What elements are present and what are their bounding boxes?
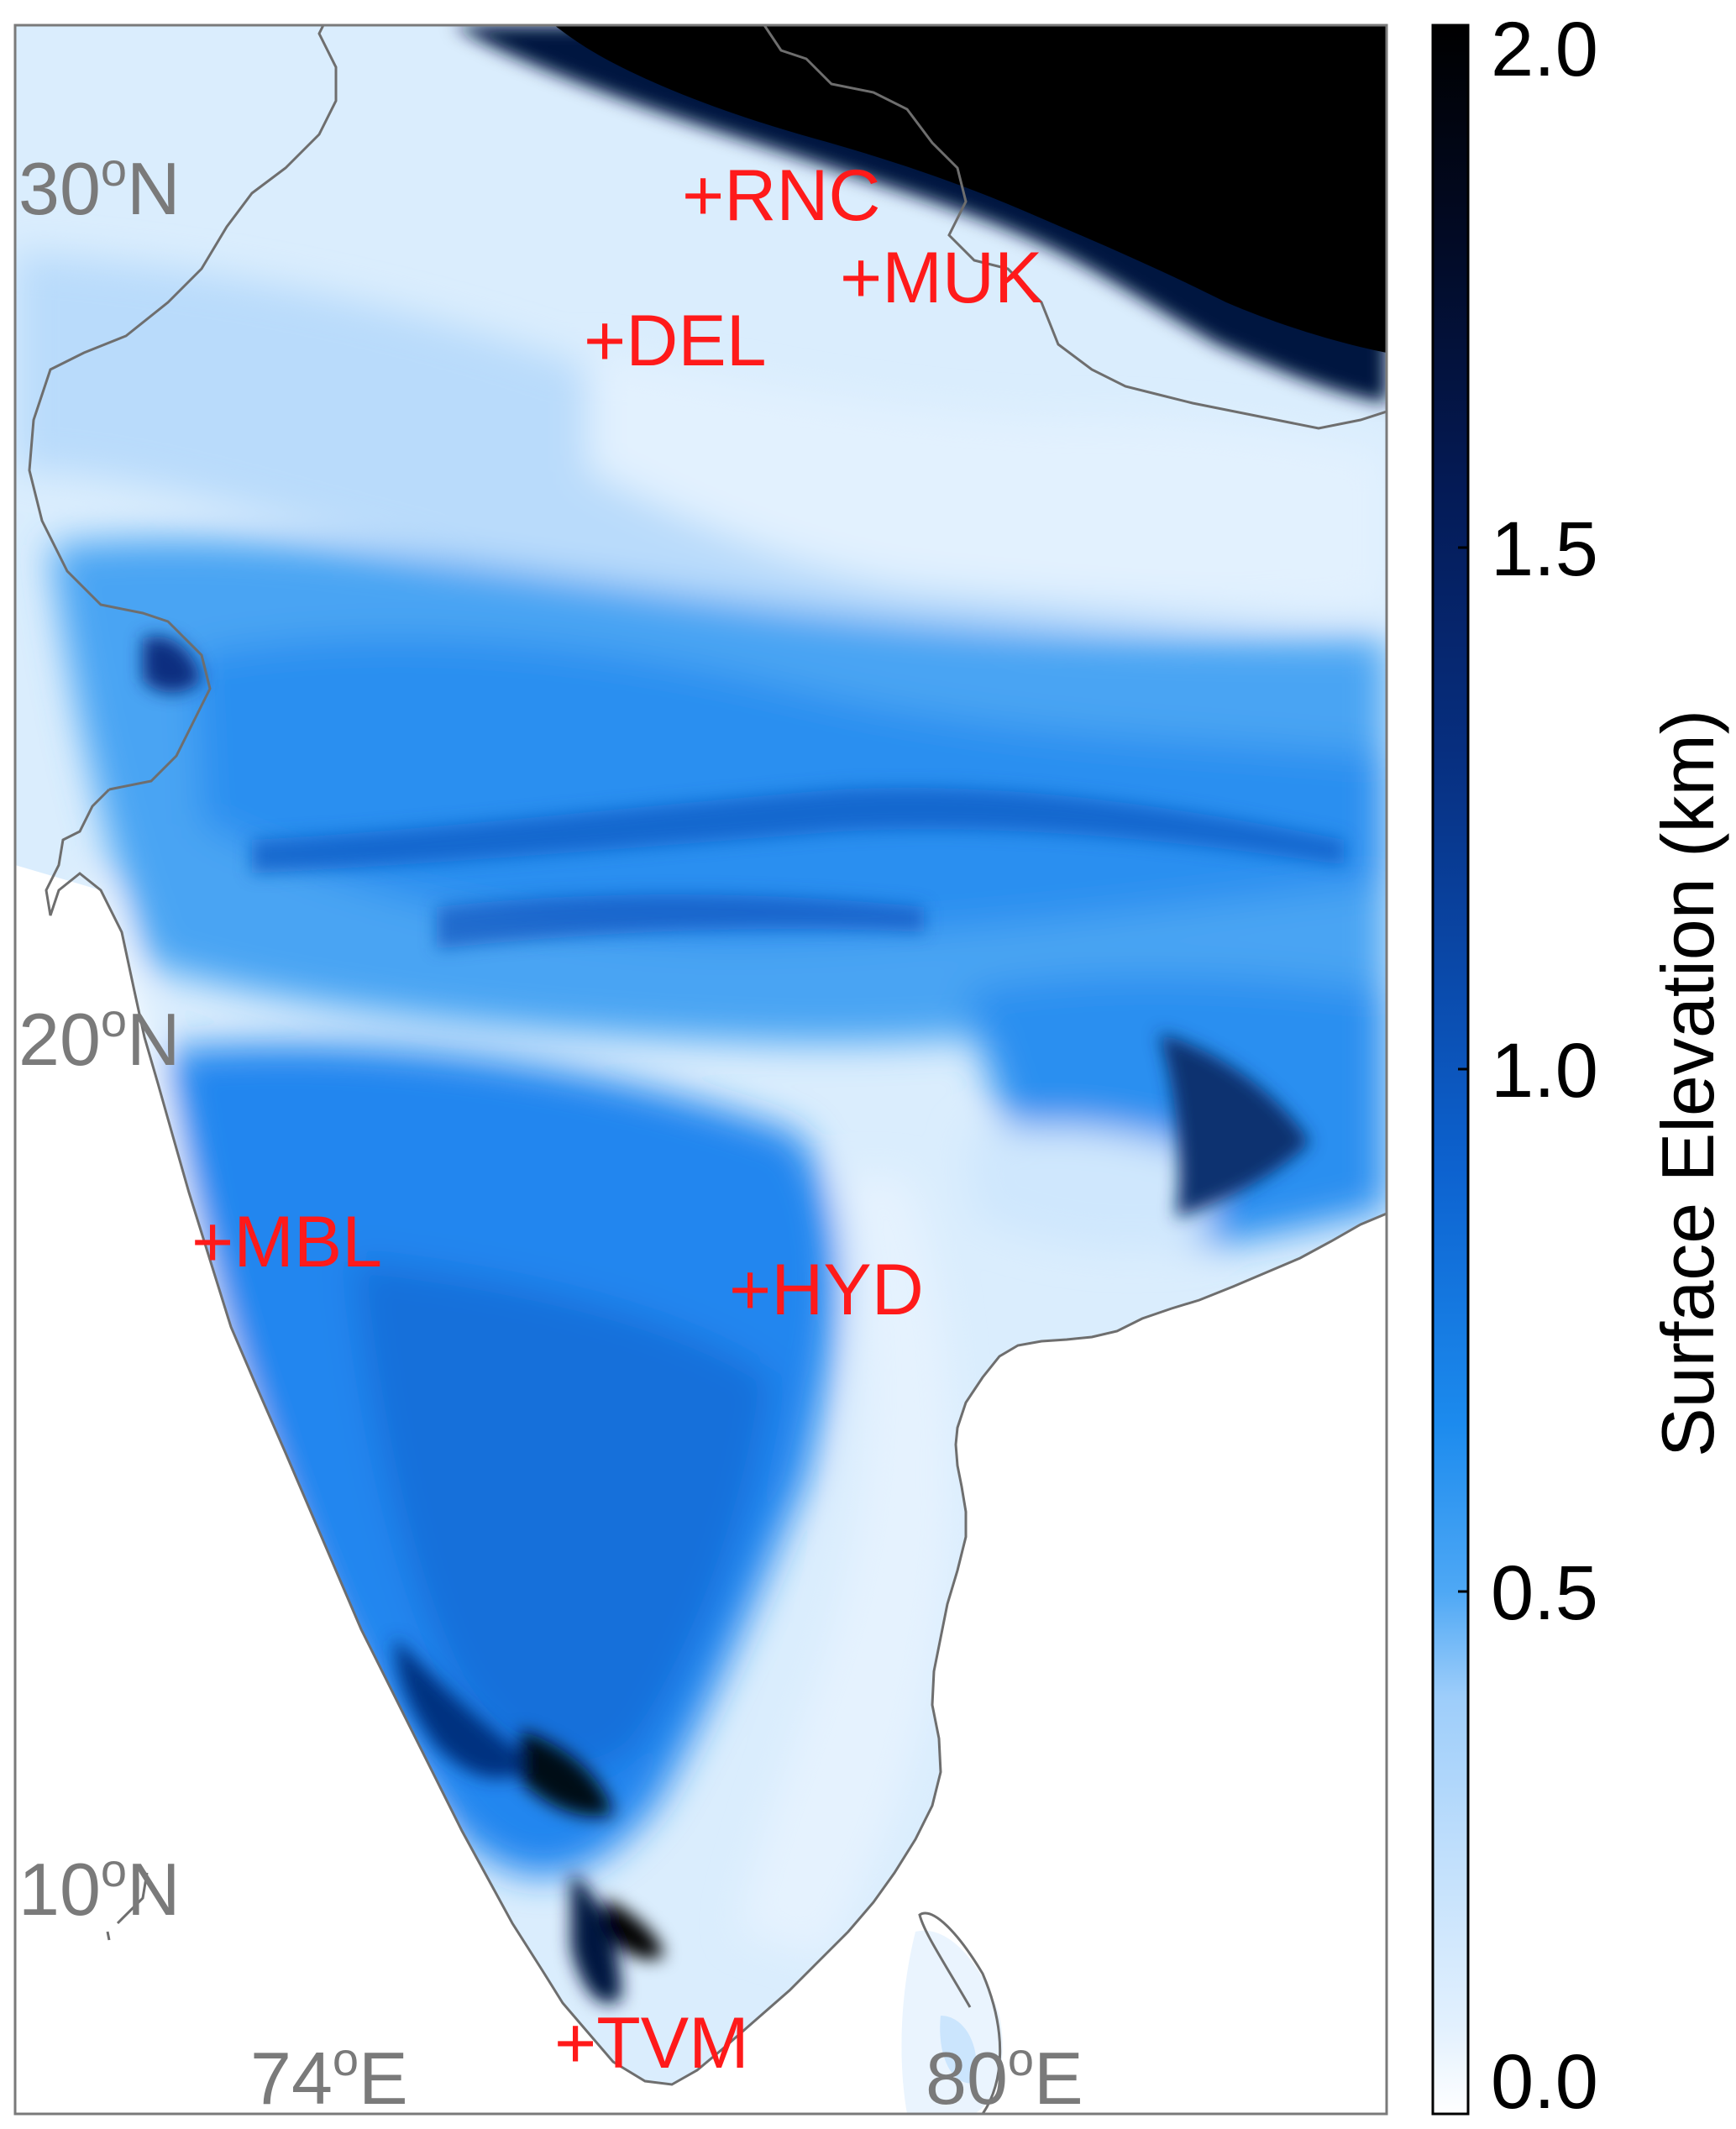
- station-tvm: +TVM: [554, 2003, 749, 2084]
- lon-label-74e: 74oE: [250, 2032, 408, 2120]
- colorbar-tick-0-0: 0.0: [1491, 2039, 1598, 2125]
- lat-label-10n: 10oN: [18, 1843, 181, 1931]
- coastline: [28, 25, 1387, 2114]
- elevation-field: [15, 25, 1387, 2114]
- station-muk: +MUK: [840, 238, 1042, 318]
- lat-label-30n: 30oN: [18, 143, 181, 230]
- station-mbl: +MBL: [191, 1202, 382, 1282]
- station-del: +DEL: [584, 301, 767, 381]
- colorbar-tick-1-5: 1.5: [1491, 506, 1598, 592]
- lat-label-20n: 20oN: [18, 994, 181, 1081]
- colorbar-tick-1-0: 1.0: [1491, 1028, 1598, 1114]
- map-frame: [13, 24, 1388, 2116]
- colorbar-title: Surface Elevation (km): [1646, 710, 1729, 1457]
- station-rnc: +RNC: [682, 155, 881, 236]
- colorbar-tick-0-5: 0.5: [1491, 1550, 1598, 1636]
- lon-label-80e: 80oE: [926, 2032, 1083, 2120]
- colorbar-tick-2-0: 2.0: [1491, 7, 1598, 92]
- colorbar: 2.0 1.5 1.0 0.5 0.0 Surface Elevation (k…: [1431, 7, 1729, 2125]
- station-hyd: +HYD: [729, 1250, 924, 1330]
